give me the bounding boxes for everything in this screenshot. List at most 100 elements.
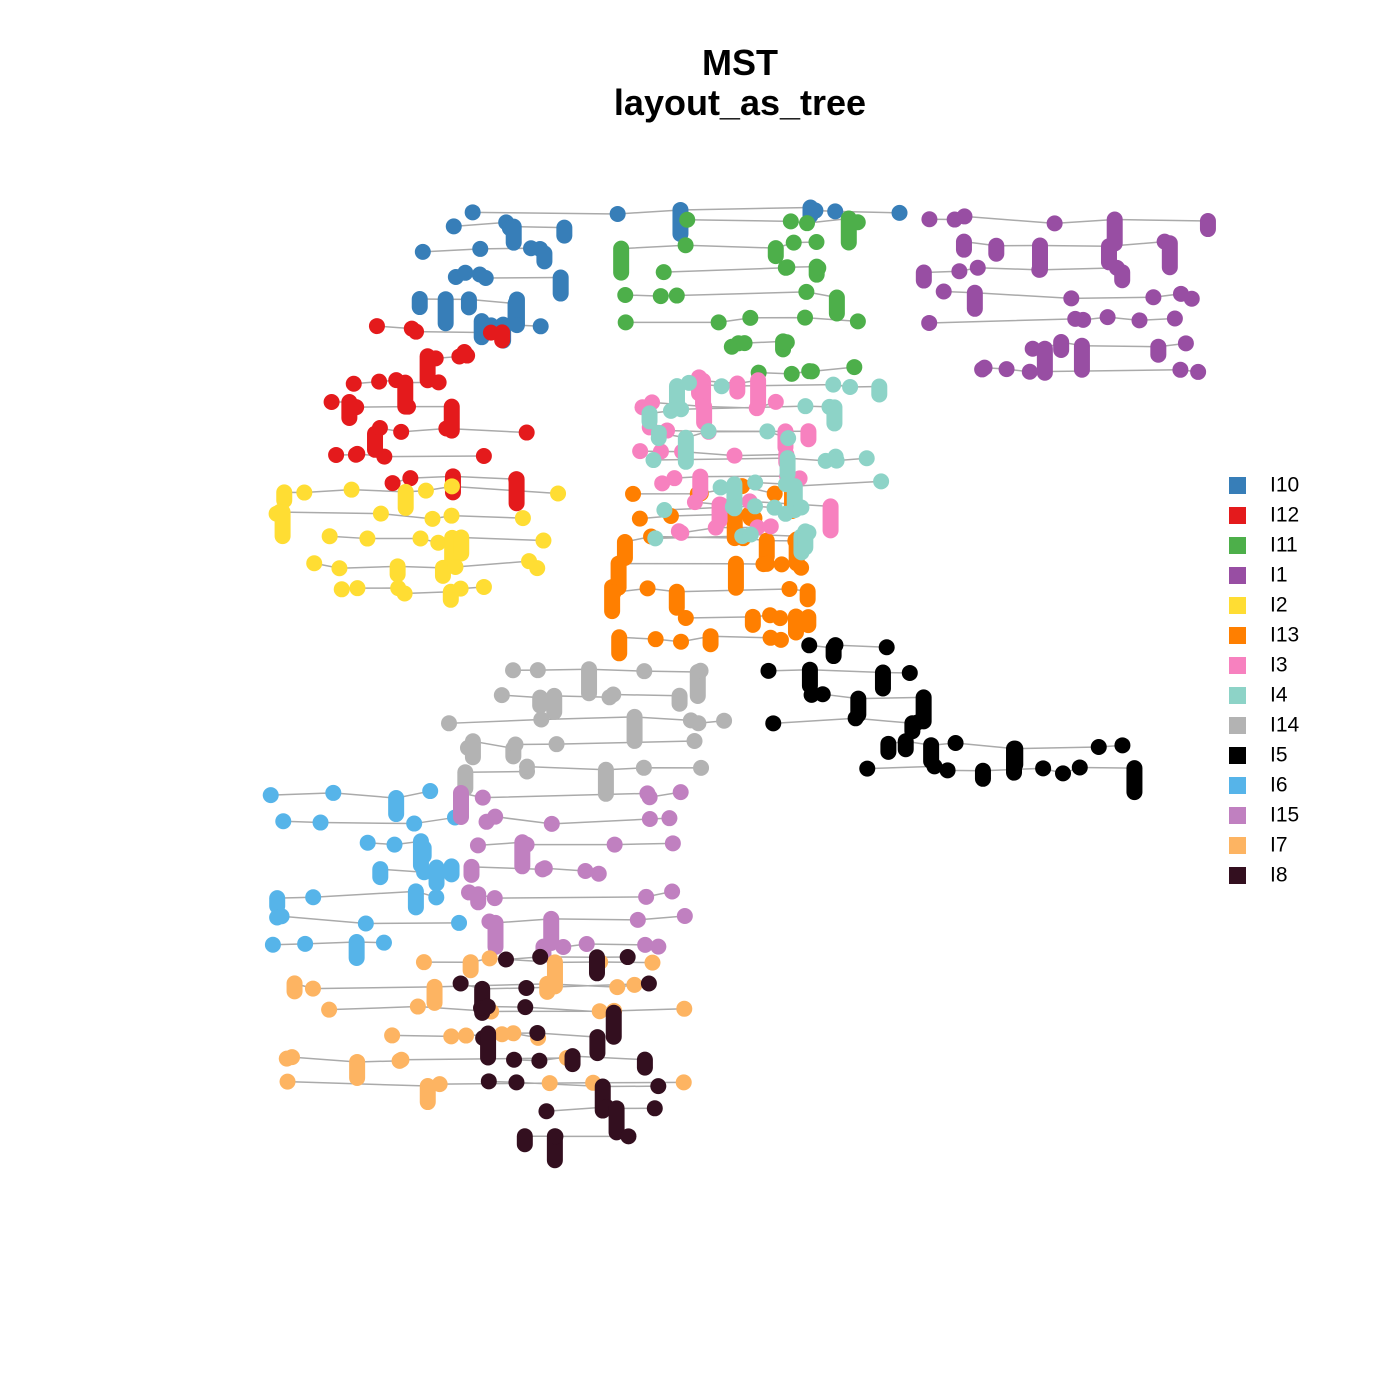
legend-swatch [1229,837,1246,854]
node [507,736,524,753]
node [646,1100,663,1117]
node [626,708,643,749]
node [635,759,652,776]
node [422,783,439,800]
node [494,324,511,349]
node [664,883,681,900]
node [729,375,746,400]
node [988,237,1005,262]
legend-label: I1 [1270,564,1288,587]
legend-swatch [1229,537,1246,554]
legend-label: I4 [1270,684,1288,707]
node [518,424,535,441]
node [550,485,567,502]
node [475,578,492,595]
node [1199,213,1216,238]
node [1021,363,1038,380]
node [779,450,796,483]
node [323,393,340,410]
node [1131,312,1148,329]
node [871,378,888,403]
node [443,1028,460,1045]
node [538,1103,555,1120]
node [514,510,531,527]
node [443,507,460,524]
node [416,864,433,881]
node [800,423,817,448]
node [304,980,321,997]
node [785,234,802,251]
node [578,935,595,952]
node [372,861,389,886]
node [605,1004,622,1045]
node [897,733,914,758]
node [641,811,658,828]
node [619,949,636,966]
legend-label: I12 [1270,504,1299,527]
node [636,663,653,680]
node [747,474,764,491]
node [555,938,572,955]
node [686,733,703,750]
node [859,760,876,777]
legend-label: I3 [1270,654,1288,677]
node [417,482,434,499]
legend-label: I11 [1270,534,1298,557]
node [451,914,468,931]
node [800,609,817,634]
node [349,580,366,597]
node [548,736,565,753]
node [349,445,366,462]
node [700,423,717,440]
node [641,405,658,430]
node [976,359,993,376]
node [428,889,445,906]
node [650,938,667,955]
node [474,789,491,806]
node [608,1100,625,1141]
node [631,510,648,527]
node [531,1052,548,1069]
node [726,447,743,464]
node [1190,363,1207,380]
node [348,933,365,966]
node [589,1029,606,1062]
edge [277,890,437,899]
legend-swatch [1229,777,1246,794]
node [1053,333,1070,358]
node [668,583,685,616]
node [1075,311,1092,328]
node [849,313,866,330]
node [915,264,932,289]
node [426,978,443,1011]
legend-label: I2 [1270,594,1288,617]
node [400,398,417,415]
node [798,283,815,300]
node [716,712,733,729]
node [800,524,817,541]
node [424,510,441,527]
node [842,378,859,395]
node [1090,738,1107,755]
node [644,954,661,971]
legend-label: I8 [1270,864,1288,887]
node [742,309,759,326]
node [1046,215,1063,232]
node [620,1128,637,1145]
node [947,735,964,752]
legend-swatch [1229,717,1246,734]
node [529,1024,546,1041]
node [305,889,322,906]
node [371,373,388,390]
node [438,420,455,437]
node [901,664,918,681]
edge [514,1055,645,1062]
node [505,662,522,679]
node [650,1078,667,1095]
legend-swatch [1229,807,1246,824]
node [459,347,476,364]
node [486,890,503,907]
node [676,908,693,925]
node [464,733,481,766]
